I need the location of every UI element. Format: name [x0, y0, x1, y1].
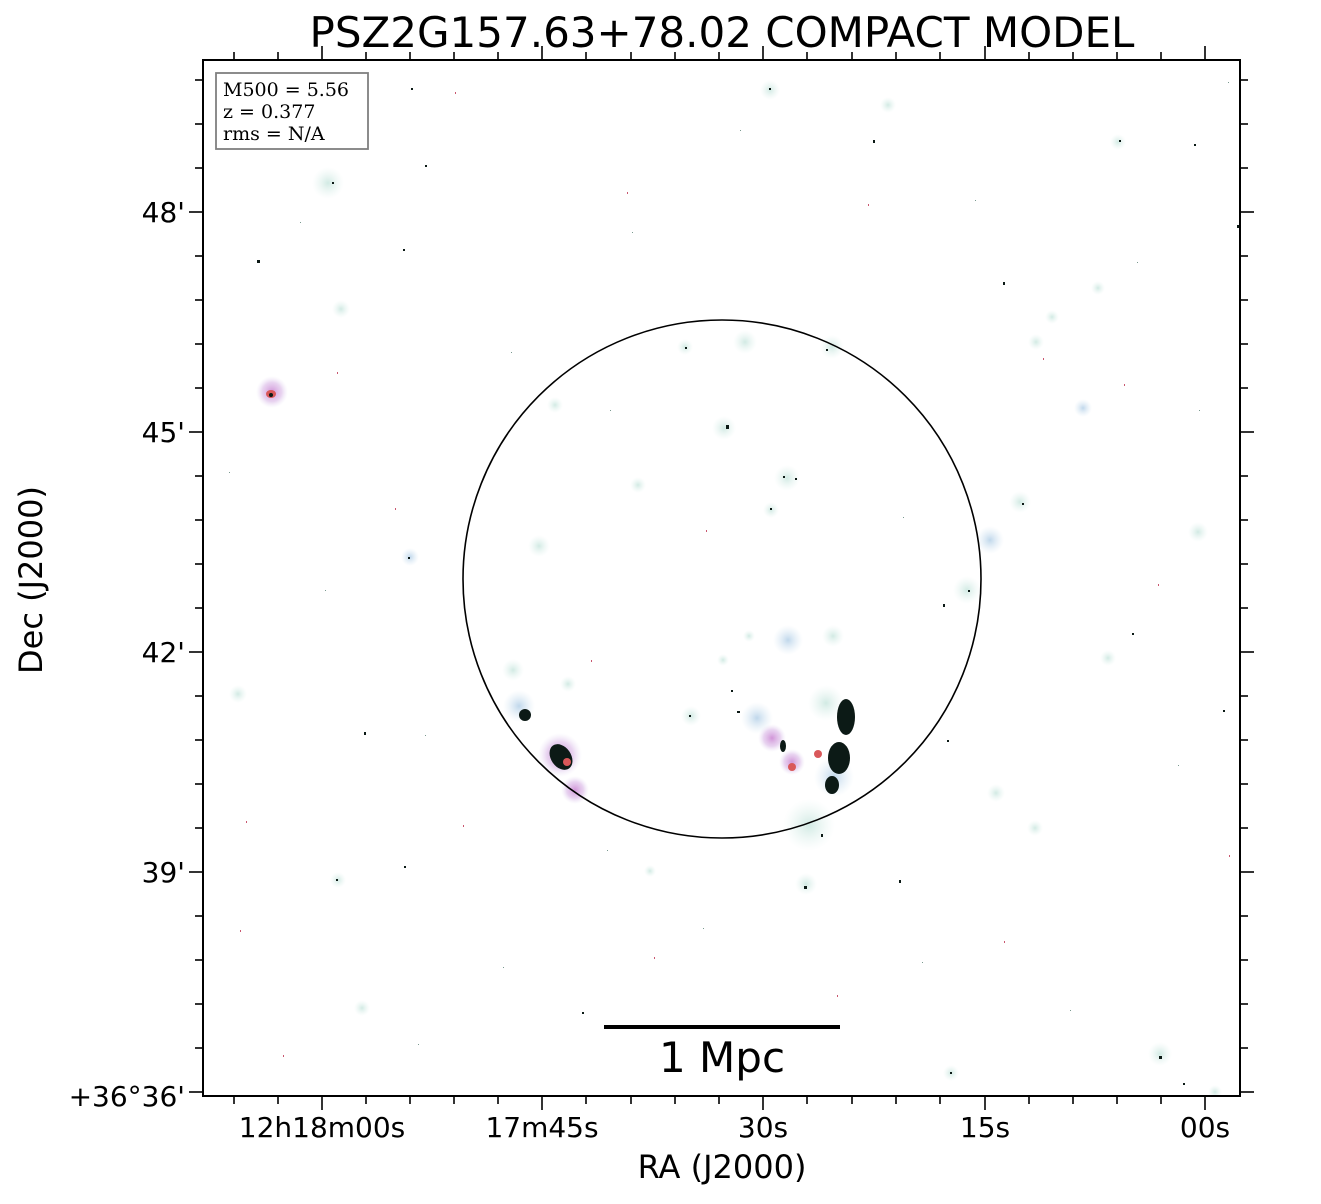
- sky-image: [203, 60, 1240, 1096]
- y-tick-label: 39': [142, 856, 185, 889]
- info-redshift: z = 0.377: [223, 101, 315, 123]
- scale-bar-label: 1 Mpc: [659, 1033, 785, 1082]
- x-tick-label: 12h18m00s: [239, 1111, 406, 1144]
- cluster-aperture-circle: [462, 319, 982, 839]
- x-tick-label: 17m45s: [485, 1111, 598, 1144]
- y-tick-label: 48': [142, 196, 185, 229]
- scale-bar: 1 Mpc: [604, 1025, 840, 1082]
- info-box: M500 = 5.56 z = 0.377 rms = N/A: [215, 72, 369, 150]
- y-tick-label: 42': [142, 636, 185, 669]
- info-mass: M500 = 5.56: [223, 79, 349, 101]
- y-tick-label: 45': [142, 416, 185, 449]
- bright-sources: [266, 390, 855, 794]
- x-tick-label: 15s: [960, 1111, 1010, 1144]
- faint-specks: [229, 82, 1229, 1045]
- noise-specks: [240, 92, 1230, 1057]
- info-rms: rms = N/A: [223, 123, 325, 145]
- x-tick-label: 30s: [738, 1111, 788, 1144]
- plot-title: PSZ2G157.63+78.02 COMPACT MODEL: [310, 8, 1136, 57]
- y-tick-label: +36°36': [69, 1080, 185, 1113]
- axis-ticks: [189, 46, 1254, 1110]
- x-tick-label: 00s: [1180, 1111, 1230, 1144]
- plot-frame: [202, 59, 1241, 1097]
- y-tick-labels: 48' 45' 42' 39' +36°36': [69, 196, 185, 1113]
- point-sources: [257, 88, 1239, 1085]
- x-axis-label: RA (J2000): [638, 1148, 807, 1186]
- y-axis-label: Dec (J2000): [12, 486, 50, 674]
- x-tick-labels: 12h18m00s 17m45s 30s 15s 00s: [239, 1111, 1230, 1144]
